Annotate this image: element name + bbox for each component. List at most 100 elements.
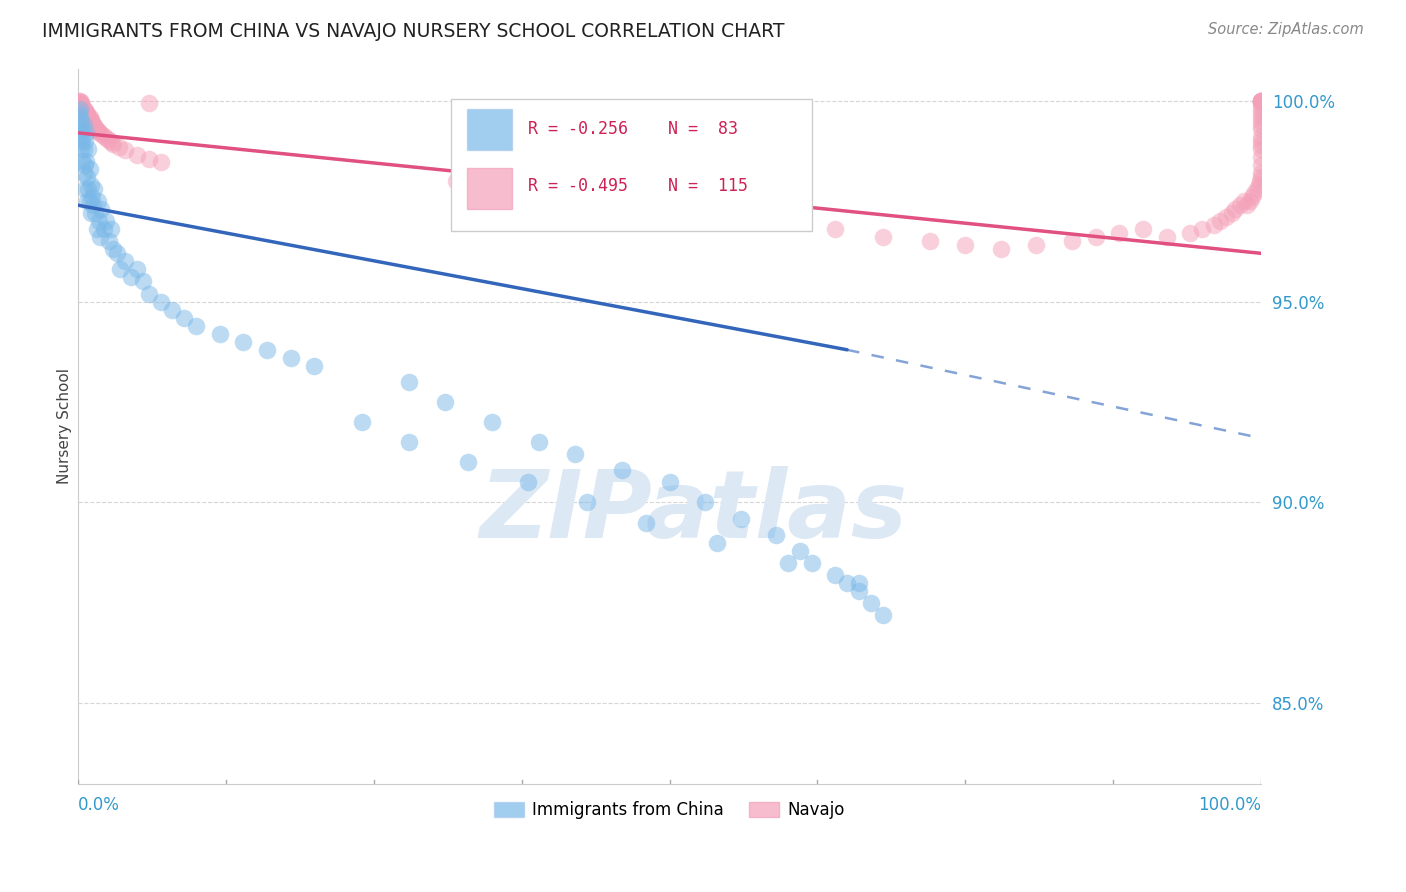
- Point: [73, 182, 96, 196]
- Point: [1250, 118, 1272, 132]
- Point: [824, 567, 846, 582]
- Point: [1250, 121, 1272, 136]
- Point: [87, 125, 110, 139]
- Point: [105, 246, 128, 260]
- Point: [138, 152, 160, 166]
- Point: [149, 294, 172, 309]
- Point: [730, 511, 752, 525]
- Point: [72, 104, 94, 119]
- Point: [94, 214, 117, 228]
- Point: [97, 235, 120, 249]
- Point: [69, 103, 91, 117]
- Point: [682, 206, 704, 220]
- Point: [70, 97, 93, 112]
- Point: [90, 202, 112, 216]
- Point: [859, 596, 882, 610]
- Point: [70, 95, 93, 110]
- Point: [1243, 186, 1265, 200]
- Point: [398, 435, 420, 450]
- Point: [1250, 137, 1272, 152]
- Point: [848, 575, 870, 590]
- Point: [89, 230, 111, 244]
- Point: [1250, 150, 1272, 164]
- Point: [73, 108, 96, 122]
- Point: [87, 124, 110, 138]
- Point: [114, 143, 136, 157]
- Point: [77, 142, 100, 156]
- Point: [108, 140, 131, 154]
- Point: [77, 182, 100, 196]
- Point: [481, 182, 503, 196]
- Point: [80, 178, 103, 192]
- Bar: [467, 168, 512, 210]
- Point: [86, 122, 108, 136]
- Point: [634, 516, 657, 530]
- Point: [93, 128, 115, 143]
- Point: [1084, 230, 1107, 244]
- Point: [75, 126, 97, 140]
- Point: [80, 117, 103, 131]
- Point: [835, 575, 858, 590]
- Point: [80, 112, 103, 127]
- Point: [516, 475, 538, 490]
- Point: [208, 326, 231, 341]
- Point: [72, 108, 94, 122]
- Point: [73, 103, 96, 117]
- Point: [70, 103, 93, 117]
- Point: [1209, 214, 1232, 228]
- Point: [103, 137, 125, 152]
- Point: [1250, 94, 1272, 108]
- Point: [1191, 222, 1213, 236]
- Point: [575, 495, 598, 509]
- Point: [76, 109, 98, 123]
- Point: [72, 153, 94, 168]
- Point: [76, 194, 98, 208]
- Point: [69, 98, 91, 112]
- Point: [765, 527, 787, 541]
- Point: [79, 110, 101, 124]
- Point: [304, 359, 326, 373]
- Point: [73, 104, 96, 119]
- Point: [184, 318, 207, 333]
- Point: [79, 112, 101, 127]
- Point: [73, 158, 96, 172]
- Point: [1220, 206, 1243, 220]
- Point: [125, 148, 148, 162]
- Point: [80, 116, 103, 130]
- Point: [73, 111, 96, 125]
- Point: [1250, 166, 1272, 180]
- Point: [1232, 194, 1254, 208]
- Point: [100, 135, 122, 149]
- Point: [1215, 210, 1237, 224]
- Bar: [450, 98, 811, 231]
- Point: [70, 129, 93, 144]
- Point: [90, 127, 112, 141]
- Point: [94, 130, 117, 145]
- Point: [693, 495, 716, 509]
- Point: [70, 100, 93, 114]
- Point: [77, 112, 100, 126]
- Point: [1249, 174, 1271, 188]
- Point: [1202, 218, 1225, 232]
- Point: [1025, 238, 1047, 252]
- Point: [1247, 178, 1270, 192]
- Text: R = -0.495    N =  115: R = -0.495 N = 115: [527, 177, 748, 194]
- Point: [162, 302, 184, 317]
- Point: [1250, 110, 1272, 124]
- Point: [1240, 190, 1263, 204]
- Point: [232, 334, 254, 349]
- Point: [72, 103, 94, 117]
- Point: [67, 100, 90, 114]
- Point: [1156, 230, 1178, 244]
- Point: [84, 120, 107, 134]
- Point: [138, 95, 160, 110]
- Point: [72, 142, 94, 156]
- Point: [1250, 105, 1272, 120]
- Point: [955, 238, 977, 252]
- Point: [72, 118, 94, 132]
- Point: [86, 222, 108, 236]
- Point: [706, 535, 728, 549]
- Point: [1180, 227, 1202, 241]
- Point: [433, 395, 456, 409]
- Point: [87, 194, 110, 208]
